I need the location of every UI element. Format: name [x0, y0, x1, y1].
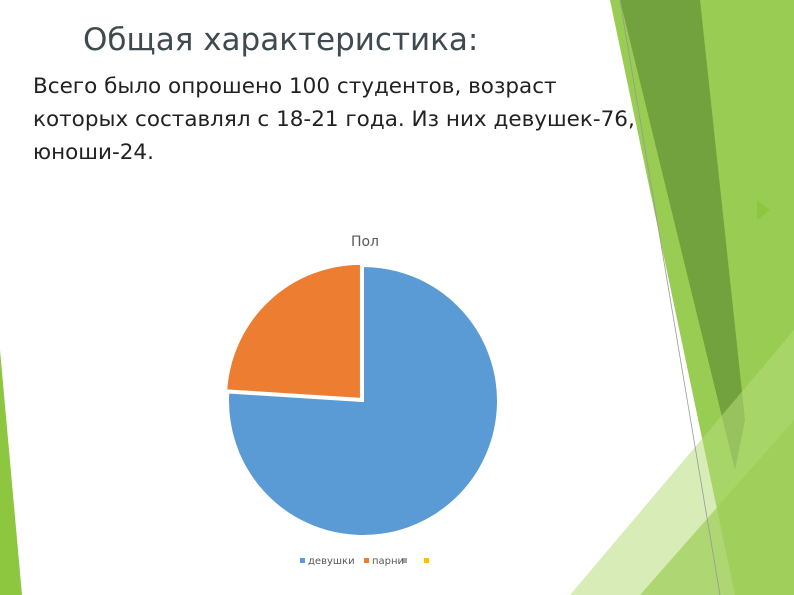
pie-slice [227, 264, 499, 537]
legend-marker-extra [402, 558, 407, 563]
legend-label: парни [372, 556, 404, 567]
left-band [0, 350, 22, 595]
bullet [757, 200, 770, 220]
legend-marker-extra [424, 558, 429, 563]
legend-marker [364, 558, 369, 563]
chart-title: Пол [351, 234, 379, 250]
pie-slice [225, 262, 362, 400]
body-line: юноши-24. [33, 140, 154, 165]
body-line: которых составлял с 18-21 года. Из них д… [33, 107, 635, 132]
slide-body: Всего было опрошено 100 студентов, возра… [33, 70, 635, 169]
slide-title: Общая характеристика: [83, 22, 479, 58]
body-line: Всего было опрошено 100 студентов, возра… [33, 74, 557, 99]
mid-band [640, 420, 794, 595]
dark-band [620, 0, 745, 470]
legend-marker [300, 558, 305, 563]
accent-line [619, 0, 721, 595]
legend-label: девушки [308, 556, 355, 567]
